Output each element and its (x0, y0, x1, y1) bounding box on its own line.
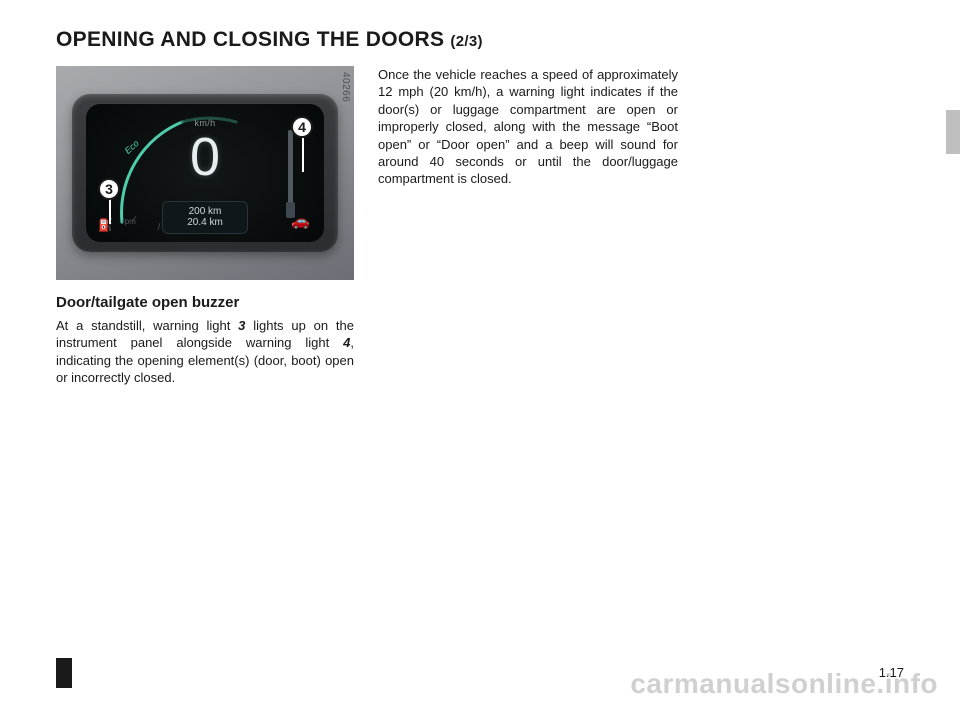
heading-part: (2/3) (450, 33, 482, 50)
left-paragraph: At a standstill, warning light 3 lights … (56, 317, 354, 387)
content-columns: km/h 0 Eco rpm 200 km 20.4 km ⛽ 🚗 40266 (56, 66, 910, 387)
callout-3: 3 (98, 178, 120, 200)
rpm-label: rpm (122, 217, 136, 226)
trip-distance: 200 km (163, 206, 247, 217)
footer-marker (56, 658, 72, 688)
page-number: 1.17 (879, 665, 904, 680)
left-column: km/h 0 Eco rpm 200 km 20.4 km ⛽ 🚗 40266 (56, 66, 354, 387)
fuel-icon: ⛽ (98, 218, 113, 232)
callout-4-leader (302, 138, 304, 172)
trip-odometer: 20.4 km (163, 217, 247, 228)
page-title: OPENING AND CLOSING THE DOORS (2/3) (56, 28, 910, 52)
speed-value: 0 (86, 126, 324, 188)
cluster-screen: km/h 0 Eco rpm 200 km 20.4 km ⛽ 🚗 (86, 104, 324, 242)
callout-4: 4 (291, 116, 313, 138)
section-tab (946, 110, 960, 154)
photo-id-label: 40266 (340, 72, 351, 102)
figure-background: km/h 0 Eco rpm 200 km 20.4 km ⛽ 🚗 (56, 66, 354, 280)
heading-main: OPENING AND CLOSING THE DOORS (56, 28, 444, 51)
section-subheading: Door/tailgate open buzzer (56, 294, 354, 311)
instrument-cluster-figure: km/h 0 Eco rpm 200 km 20.4 km ⛽ 🚗 40266 (56, 66, 354, 280)
right-paragraph: Once the vehicle reaches a speed of appr… (378, 66, 678, 188)
trip-readout: 200 km 20.4 km (162, 201, 248, 234)
manual-page: OPENING AND CLOSING THE DOORS (2/3) (0, 0, 960, 710)
vehicle-icon: 🚗 (291, 212, 310, 230)
right-column: Once the vehicle reaches a speed of appr… (378, 66, 678, 387)
